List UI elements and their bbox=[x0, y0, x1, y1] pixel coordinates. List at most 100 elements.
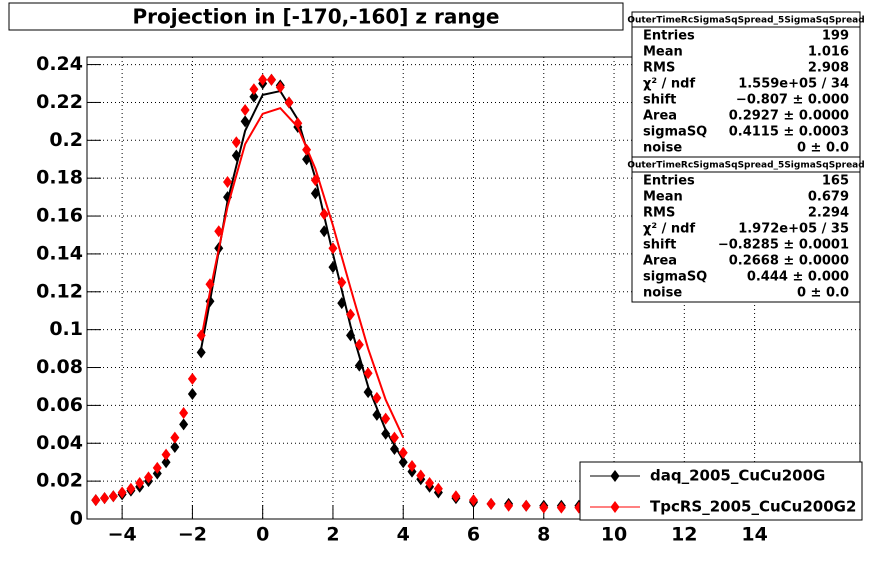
y-tick-label: 0.22 bbox=[36, 91, 83, 113]
stats-label: Mean bbox=[643, 45, 683, 60]
stats-value: 165 bbox=[822, 174, 849, 189]
data-point bbox=[425, 477, 435, 490]
stats-value: 0 ± 0.0 bbox=[797, 286, 849, 301]
stats-value: 1.016 bbox=[808, 45, 849, 60]
data-point bbox=[337, 276, 347, 289]
data-point bbox=[556, 501, 566, 514]
legend-marker bbox=[610, 470, 620, 482]
data-point bbox=[161, 456, 171, 469]
data-point bbox=[504, 499, 514, 512]
y-tick-label: 0.16 bbox=[36, 205, 83, 227]
y-tick-label: 0.2 bbox=[49, 129, 83, 151]
stats-value: 2.294 bbox=[808, 206, 849, 221]
data-point bbox=[143, 471, 153, 484]
data-point bbox=[284, 96, 294, 109]
stats-label: shift bbox=[643, 238, 676, 253]
y-tick-label: 0.14 bbox=[36, 242, 83, 264]
y-tick-label: 0.04 bbox=[36, 432, 83, 454]
data-point bbox=[416, 469, 426, 482]
data-point bbox=[398, 456, 408, 469]
stats-label: Mean bbox=[643, 190, 683, 205]
legend-marker bbox=[610, 501, 620, 513]
data-point bbox=[363, 367, 373, 380]
stats-box bbox=[631, 11, 861, 158]
data-point bbox=[539, 501, 549, 514]
data-point bbox=[486, 497, 496, 510]
data-point bbox=[126, 482, 136, 495]
legend-box bbox=[579, 461, 863, 521]
stats-box bbox=[631, 156, 861, 303]
x-tick-label: 0 bbox=[256, 524, 269, 546]
data-point bbox=[433, 482, 443, 495]
data-point bbox=[451, 490, 461, 503]
data-point bbox=[170, 431, 180, 444]
stats-value: −0.807 ± 0.000 bbox=[736, 93, 849, 108]
y-tick-label: 0.08 bbox=[36, 356, 83, 378]
x-tick-label: 14 bbox=[741, 524, 767, 546]
data-point bbox=[381, 427, 391, 440]
data-point bbox=[249, 83, 259, 96]
x-tick-label: 4 bbox=[397, 524, 410, 546]
data-point bbox=[389, 431, 399, 444]
stats-value: 1.972e+05 / 35 bbox=[738, 222, 849, 237]
y-tick-label: 0.24 bbox=[36, 53, 83, 75]
chart-title: Projection in [-170,-160] z range bbox=[133, 5, 500, 29]
data-point bbox=[319, 208, 329, 221]
data-point bbox=[407, 459, 417, 472]
stats-value: 0.2668 ± 0.0000 bbox=[729, 254, 849, 269]
data-point bbox=[521, 499, 531, 512]
stats-value: 0 ± 0.0 bbox=[797, 141, 849, 156]
x-tick-label: 8 bbox=[537, 524, 550, 546]
data-point bbox=[223, 175, 233, 188]
stats-label: Entries bbox=[643, 29, 695, 44]
stats-label: Entries bbox=[643, 174, 695, 189]
stats-label: χ² / ndf bbox=[643, 222, 695, 237]
data-point bbox=[91, 494, 101, 507]
data-point bbox=[170, 441, 180, 454]
stats-label: noise bbox=[643, 286, 682, 301]
stats-label: noise bbox=[643, 141, 682, 156]
data-point bbox=[266, 73, 276, 86]
stats-label: Area bbox=[643, 254, 677, 269]
data-point bbox=[240, 104, 250, 117]
data-point bbox=[187, 388, 197, 401]
stats-value: 2.908 bbox=[808, 61, 849, 76]
data-point bbox=[275, 81, 285, 94]
data-point bbox=[389, 442, 399, 455]
data-point bbox=[135, 477, 145, 490]
stats-label: RMS bbox=[643, 61, 675, 76]
x-tick-label: 2 bbox=[326, 524, 339, 546]
stats-value: 0.444 ± 0.000 bbox=[747, 270, 849, 285]
stats-title: OuterTimeRcSigmaSqSpread_5SigmaSqSpread bbox=[627, 16, 864, 26]
data-point bbox=[161, 448, 171, 461]
title-box bbox=[8, 2, 624, 31]
stats-label: sigmaSQ bbox=[643, 270, 707, 285]
stats-label: χ² / ndf bbox=[643, 77, 695, 92]
stats-value: 199 bbox=[822, 29, 849, 44]
data-point bbox=[354, 338, 364, 351]
data-point bbox=[381, 412, 391, 425]
data-point bbox=[117, 486, 127, 499]
x-tick-label: −4 bbox=[108, 524, 137, 546]
x-tick-label: −2 bbox=[178, 524, 207, 546]
stats-title: OuterTimeRcSigmaSqSpread_5SigmaSqSpread bbox=[627, 161, 864, 171]
data-point bbox=[179, 406, 189, 419]
stats-value: 1.559e+05 / 34 bbox=[738, 77, 849, 92]
data-point bbox=[346, 308, 356, 321]
y-tick-label: 0.12 bbox=[36, 280, 83, 302]
stats-label: shift bbox=[643, 93, 676, 108]
data-point bbox=[231, 136, 241, 149]
data-point bbox=[372, 391, 382, 404]
fit-line bbox=[200, 106, 405, 439]
x-tick-label: 12 bbox=[671, 524, 697, 546]
y-tick-label: 0.18 bbox=[36, 167, 83, 189]
stats-label: RMS bbox=[643, 206, 675, 221]
x-tick-label: 10 bbox=[601, 524, 627, 546]
legend-label: daq_2005_CuCu200G bbox=[650, 467, 825, 485]
stats-label: sigmaSQ bbox=[643, 125, 707, 140]
y-tick-label: 0.06 bbox=[36, 394, 83, 416]
stats-value: 0.679 bbox=[808, 190, 849, 205]
legend-label: TpcRS_2005_CuCu200G2 bbox=[650, 498, 856, 516]
x-tick-label: 6 bbox=[467, 524, 480, 546]
